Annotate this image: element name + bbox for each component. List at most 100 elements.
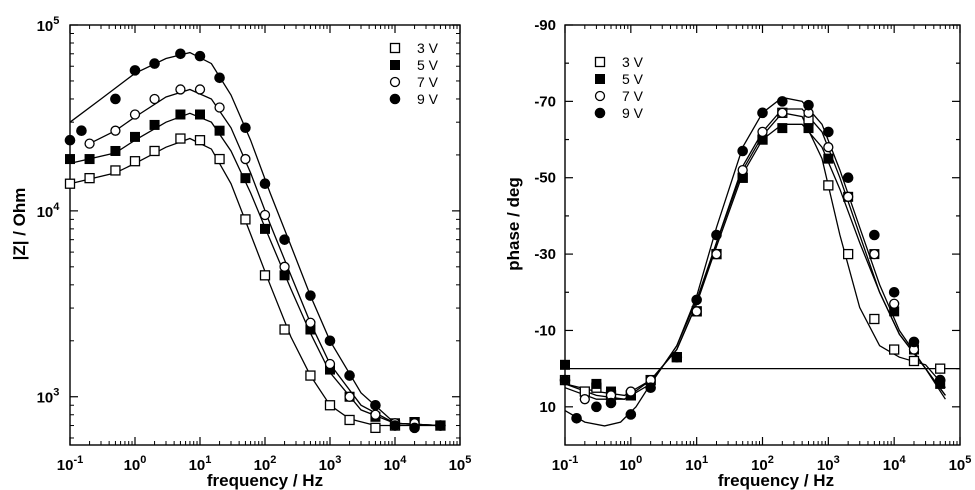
x-tick-label: 103 — [817, 454, 840, 474]
data-point — [711, 248, 722, 260]
data-point — [777, 123, 788, 134]
x-tick-label: 104 — [384, 454, 408, 474]
data-point — [84, 172, 95, 184]
data-point — [76, 125, 87, 136]
data-point — [711, 229, 722, 241]
data-point — [843, 191, 854, 202]
data-point — [194, 135, 206, 146]
x-tick-label: 103 — [319, 454, 342, 474]
data-point — [344, 370, 355, 381]
right-chart-ylabel: phase / deg — [504, 177, 523, 271]
data-point — [175, 84, 186, 95]
series-5v — [560, 123, 946, 401]
right-chart-xlabel: frequency / Hz — [718, 471, 834, 490]
y-tick-label: -70 — [534, 93, 556, 110]
series-3v — [64, 133, 446, 434]
x-tick-label: 100 — [619, 454, 642, 474]
impedance-magnitude-chart: frequency / Hz |Z| / Ohm 10-1 100 101 102 10… — [10, 15, 471, 490]
data-point — [560, 359, 570, 370]
x-tick-label: 10-1 — [552, 454, 578, 474]
plot-frame — [69, 24, 461, 446]
fit-line-3v — [69, 137, 441, 427]
data-point — [435, 420, 446, 431]
data-point — [370, 399, 381, 411]
y-tick-label: -30 — [534, 246, 556, 263]
data-point — [259, 270, 271, 281]
fit-line-5v — [564, 123, 946, 397]
fit-line-7v — [89, 88, 441, 427]
data-point — [344, 414, 355, 426]
data-point — [240, 173, 251, 184]
data-point — [324, 335, 336, 347]
data-point — [777, 96, 788, 107]
series-5v — [65, 109, 446, 431]
legend: 3 V5 V7 V9 V — [594, 54, 644, 121]
data-point — [823, 153, 834, 164]
data-point — [389, 420, 401, 431]
data-point — [823, 180, 834, 191]
data-point — [324, 400, 336, 411]
data-point — [149, 145, 160, 157]
legend-marker — [594, 90, 606, 102]
data-point — [908, 336, 920, 348]
data-point — [934, 374, 946, 386]
data-point — [737, 164, 748, 176]
x-tick-label: 100 — [124, 454, 147, 474]
fit-line-5v — [69, 112, 441, 427]
left-chart-ylabel: |Z| / Ohm — [10, 188, 29, 261]
legend-label: 5 V — [622, 71, 644, 87]
phase-angle-chart: frequency / Hz phase / deg 10-1 100 101 102… — [504, 17, 971, 490]
data-point — [175, 133, 186, 144]
legend-label: 9 V — [417, 91, 439, 107]
data-point — [645, 382, 656, 394]
data-point — [889, 344, 900, 355]
data-point — [110, 93, 121, 105]
legend-label: 9 V — [622, 105, 644, 121]
data-point — [64, 178, 76, 189]
x-tick-label: 105 — [449, 454, 472, 474]
data-point — [344, 391, 355, 402]
fit-line-3v — [564, 112, 946, 400]
data-point — [279, 324, 290, 335]
y-tick-label: -10 — [534, 322, 556, 339]
x-tick-label: 10-1 — [57, 454, 83, 474]
legend-label: 7 V — [622, 88, 644, 104]
data-point — [869, 248, 880, 260]
data-point — [214, 102, 225, 113]
legend-marker — [389, 76, 401, 88]
data-point — [625, 409, 637, 420]
data-point — [591, 378, 602, 389]
data-point — [305, 370, 316, 381]
data-point — [175, 109, 186, 120]
data-point — [935, 363, 946, 374]
data-point — [843, 248, 854, 260]
data-point — [908, 355, 920, 367]
data-point — [240, 214, 251, 225]
data-point — [605, 397, 617, 409]
y-tick-label: 105 — [37, 15, 60, 35]
x-tick-label: 105 — [949, 454, 972, 474]
legend-marker — [594, 56, 606, 68]
data-point — [842, 172, 854, 184]
y-tick-label: 104 — [37, 201, 61, 221]
data-point — [64, 134, 76, 146]
data-point — [110, 125, 121, 136]
data-point — [370, 409, 381, 420]
data-point — [370, 422, 381, 434]
data-point — [757, 126, 768, 138]
data-point — [129, 65, 141, 76]
data-point — [84, 138, 95, 149]
data-point — [259, 178, 271, 190]
x-tick-label: 101 — [685, 454, 708, 474]
data-point — [149, 58, 160, 69]
data-point — [214, 153, 225, 165]
data-point — [129, 156, 141, 167]
data-point — [259, 209, 271, 221]
data-point — [84, 154, 95, 165]
series-9v — [64, 48, 446, 434]
data-point — [671, 351, 683, 363]
y-tick-label: 10 — [539, 399, 556, 416]
x-tick-label: 102 — [751, 454, 774, 474]
data-point — [260, 223, 270, 234]
